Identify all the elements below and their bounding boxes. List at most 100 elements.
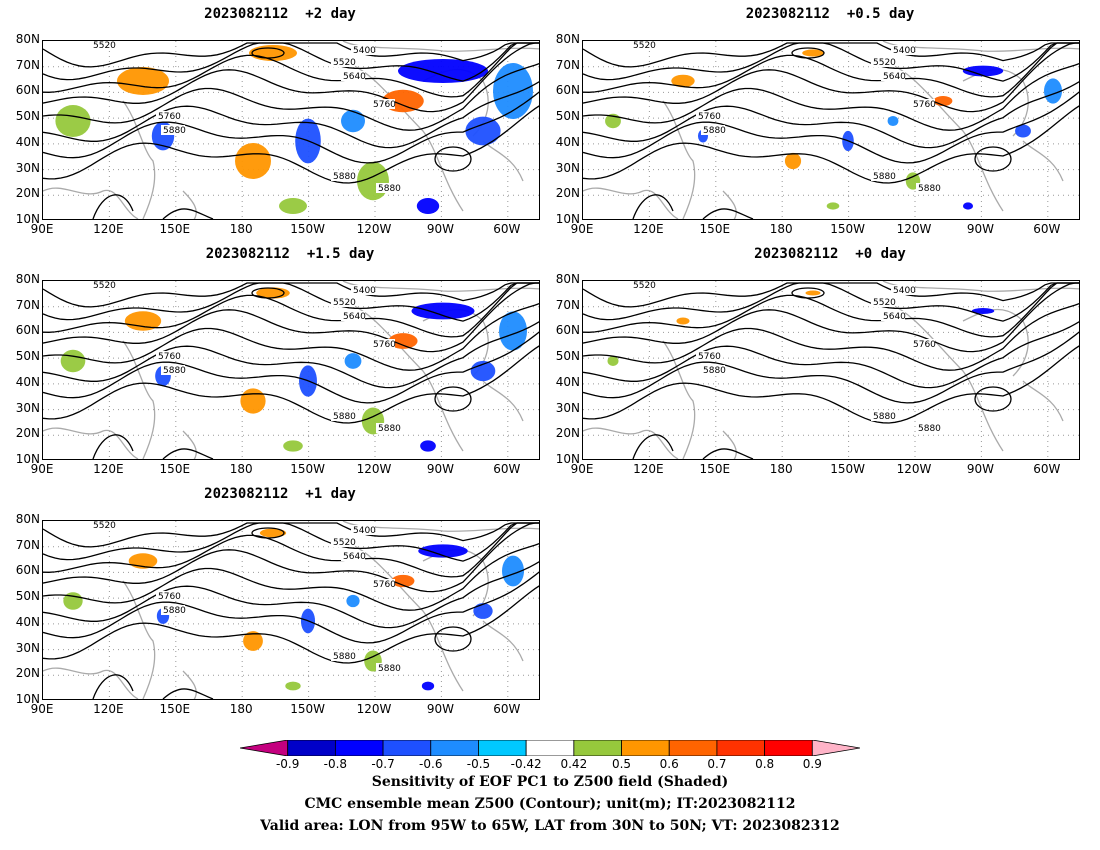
lat-label: 50N [15,109,40,124]
lon-label: 180 [229,462,253,476]
colorbar-end-high [811,739,861,757]
sensitivity-shading [605,49,1062,210]
lat-label: 80N [555,32,580,46]
contour-label: 5880 [333,172,356,182]
map-svg: 5520 5400 5520 5640 5760 5760 5880 5880 5880 [583,281,1079,459]
lat-label: 20N [15,186,40,201]
lat-label: 40N [555,134,580,149]
lon-label: 90E [30,702,54,716]
lat-label: 10N [15,452,40,466]
lon-label: 120W [356,222,392,236]
lat-label: 60N [15,563,40,578]
caption-line-1: Sensitivity of EOF PC1 to Z500 field (Sh… [371,774,729,790]
colorbar-svg [239,739,861,757]
lon-label: 180 [769,222,793,236]
height-contours [43,522,539,699]
colorbar-segment [573,739,622,757]
caption-line-2: CMC ensemble mean Z500 (Contour); unit(m… [304,796,796,812]
contour-label: 5880 [873,172,896,182]
map-frame: 5520 5400 5520 5640 5760 5760 5880 5880 5880 [42,520,540,700]
sensitivity-shading [63,528,524,691]
colorbar-label: 0.5 [611,757,632,771]
lat-label: 70N [15,57,40,72]
lon-label: 180 [229,702,253,716]
contour-label: 5760 [373,100,396,110]
lon-label: 120W [356,702,392,716]
colorbar-segment [287,739,336,757]
lon-label: 90E [570,222,594,236]
lat-label: 70N [15,297,40,312]
lon-label: 120E [633,462,664,476]
lon-label: 120E [93,702,124,716]
contour-label: 5880 [163,606,186,616]
contour-label: 5640 [343,312,366,322]
map-svg: 5520 5400 5520 5640 5760 5760 5880 5880 5880 [43,281,539,459]
contour-label: 5880 [333,652,356,662]
lon-label: 90W [426,462,454,476]
lat-label: 80N [15,32,40,46]
lat-label: 50N [555,349,580,364]
colorbar-end-low [239,739,289,757]
contour-label: 5760 [158,592,181,602]
lat-label: 10N [15,212,40,226]
lon-label: 120W [356,462,392,476]
panel-title: 2023082112 +0.5 day [745,6,915,22]
lat-label: 50N [555,109,580,124]
panel-title: 2023082112 +1.5 day [205,246,375,262]
lon-label: 120E [93,462,124,476]
map-frame: 5520 5400 5520 5640 5760 5760 5880 5880 5880 [582,280,1080,460]
lon-label: 150W [290,222,325,236]
colorbar-label: -0.6 [419,757,443,771]
contour-label: 5640 [883,72,906,82]
colorbar-label: -0.42 [510,757,542,771]
lon-label: 150W [290,462,325,476]
colorbar-label: 0.9 [802,757,822,771]
map-frame: 5520 5400 5520 5640 5760 5760 5880 5880 5880 [42,280,540,460]
lon-label: 150E [699,222,731,236]
caption-line-3: Valid area: LON from 95W to 65W, LAT fro… [260,818,840,834]
lon-label: 60W [493,222,521,236]
lat-label: 20N [15,426,40,441]
lat-label: 60N [555,83,580,98]
lat-label: 80N [555,272,580,286]
lon-label: 90W [966,222,994,236]
colorbar-label: -0.5 [466,757,491,771]
contour-labels: 5520 5400 5520 5640 5760 5760 5880 5880 5880 [91,41,401,194]
contour-label: 5760 [698,352,721,362]
colorbar-segment [668,739,718,757]
contour-label: 5760 [373,340,396,350]
contour-label: 5880 [333,412,356,422]
height-contours [583,42,1079,219]
contour-label: 5880 [918,184,941,194]
contour-label: 5880 [918,424,941,434]
lat-label: 50N [15,589,40,604]
lon-label: 180 [229,222,253,236]
lon-label: 60W [1033,462,1061,476]
lon-label: 180 [769,462,793,476]
lon-label: 90W [426,222,454,236]
panel-title: 2023082112 +0 day [754,246,906,262]
lat-label: 40N [15,614,40,629]
map-svg: 5520 5400 5520 5640 5760 5760 5880 5880 5880 [583,41,1079,219]
map-frame: 5520 5400 5520 5640 5760 5760 5880 5880 5880 [42,40,540,220]
colorbar-label: 0.7 [707,757,727,771]
lat-label: 60N [15,83,40,98]
colorbar-segment [764,739,813,757]
contour-label: 5400 [893,286,916,296]
contour-label: 5640 [343,72,366,82]
height-contours [583,282,1079,459]
lon-label: 120E [633,222,664,236]
contour-label: 5400 [893,46,916,56]
panel-title: 2023082112 +2 day [204,6,356,22]
colorbar-segment [478,739,527,757]
sensitivity-shading [60,287,527,452]
lat-label: 30N [15,160,40,175]
lat-label: 10N [15,692,40,706]
map-frame: 5520 5400 5520 5640 5760 5760 5880 5880 5880 [582,40,1080,220]
lon-label: 120E [93,222,124,236]
contour-label: 5520 [93,281,116,291]
contour-label: 5880 [703,126,726,136]
colorbar-segment [382,739,432,757]
lat-label: 70N [555,297,580,312]
sensitivity-shading [607,290,995,366]
